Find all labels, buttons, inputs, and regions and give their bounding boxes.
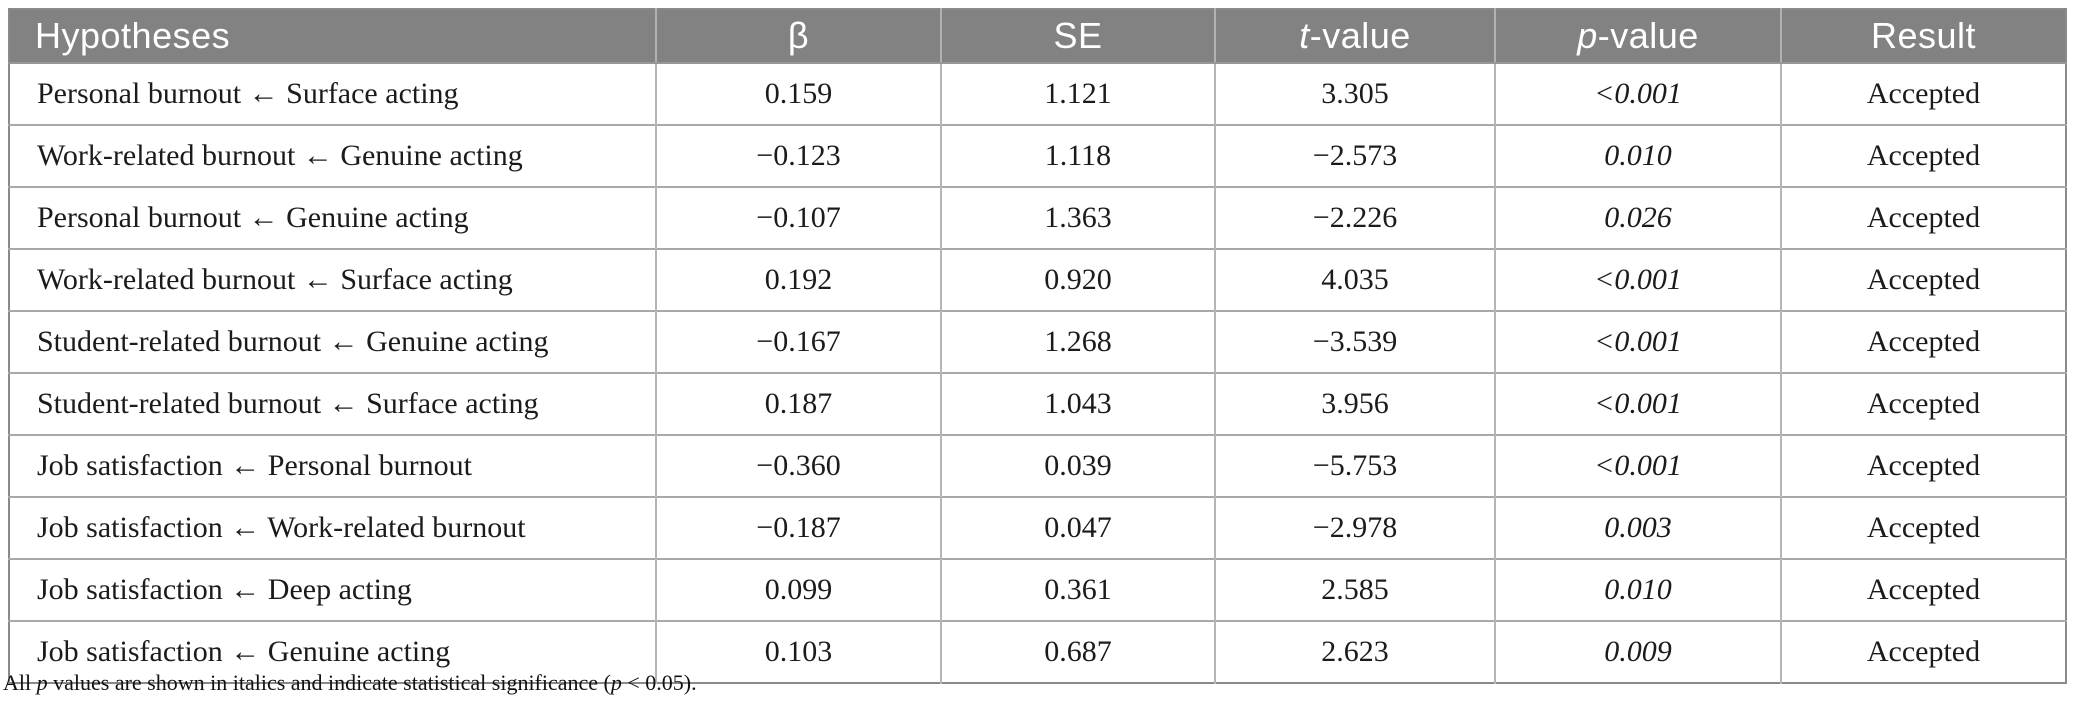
- hypothesis-cell: Work-related burnout ← Surface acting: [9, 248, 656, 311]
- p-value-cell: <0.001: [1494, 372, 1781, 435]
- column-header-t-value: t-value: [1214, 9, 1495, 64]
- beta-cell: 0.192: [655, 248, 941, 311]
- t-value-cell: −2.978: [1214, 496, 1495, 559]
- p-value-cell: 0.026: [1494, 186, 1781, 249]
- beta-cell: −0.360: [655, 434, 941, 497]
- result-cell: Accepted: [1780, 186, 2066, 249]
- result-cell: Accepted: [1780, 620, 2066, 683]
- table-footnote: All p values are shown in italics and in…: [3, 670, 697, 696]
- result-cell: Accepted: [1780, 496, 2066, 559]
- p-value-rest: -value: [1597, 15, 1699, 56]
- beta-cell: 0.103: [655, 620, 941, 683]
- table-row: Student-related burnout ← Surface acting…: [9, 372, 2066, 435]
- table-row: Personal burnout ← Genuine acting −0.107 1…: [9, 186, 2066, 249]
- se-cell: 1.268: [940, 310, 1215, 373]
- hypothesis-cell: Job satisfaction ← Deep acting: [9, 558, 656, 621]
- footnote-p-italic: p: [36, 670, 48, 695]
- hypothesis-cell: Student-related burnout ← Genuine acting: [9, 310, 656, 373]
- result-cell: Accepted: [1780, 62, 2066, 125]
- column-header-se: SE: [940, 9, 1215, 64]
- se-cell: 1.121: [940, 62, 1215, 125]
- column-header-beta: β: [655, 9, 941, 64]
- table-header: Hypotheses β SE t-value p-value Result: [9, 9, 2066, 64]
- hypothesis-cell: Student-related burnout ← Surface acting: [9, 372, 656, 435]
- t-value-cell: −3.539: [1214, 310, 1495, 373]
- se-cell: 0.920: [940, 248, 1215, 311]
- p-value-cell: 0.010: [1494, 124, 1781, 187]
- p-value-cell: 0.003: [1494, 496, 1781, 559]
- table-row: Work-related burnout ← Surface acting 0.1…: [9, 248, 2066, 311]
- table-body: Personal burnout ← Surface acting 0.159 1.…: [9, 62, 2066, 683]
- hypothesis-cell: Job satisfaction ← Work-related burnout: [9, 496, 656, 559]
- result-cell: Accepted: [1780, 434, 2066, 497]
- se-cell: 0.361: [940, 558, 1215, 621]
- p-value-cell: <0.001: [1494, 310, 1781, 373]
- se-cell: 0.047: [940, 496, 1215, 559]
- table-row: Personal burnout ← Surface acting 0.159 1.…: [9, 62, 2066, 125]
- beta-cell: 0.159: [655, 62, 941, 125]
- result-cell: Accepted: [1780, 124, 2066, 187]
- t-value-cell: −2.226: [1214, 186, 1495, 249]
- column-header-result: Result: [1780, 9, 2066, 64]
- p-value-cell: 0.009: [1494, 620, 1781, 683]
- table-row: Job satisfaction ← Genuine acting 0.103 0.…: [9, 620, 2066, 683]
- p-italic: p: [1577, 15, 1598, 56]
- column-header-hypotheses: Hypotheses: [9, 9, 656, 64]
- hypotheses-results-table: Hypotheses β SE t-value p-value Result P…: [8, 8, 2067, 684]
- p-value-cell: <0.001: [1494, 434, 1781, 497]
- hypothesis-cell: Job satisfaction ← Personal burnout: [9, 434, 656, 497]
- t-value-cell: −2.573: [1214, 124, 1495, 187]
- table-row: Job satisfaction ← Deep acting 0.099 0.361…: [9, 558, 2066, 621]
- hypotheses-results-table-wrap: Hypotheses β SE t-value p-value Result P…: [8, 8, 2067, 684]
- hypothesis-cell: Personal burnout ← Surface acting: [9, 62, 656, 125]
- se-cell: 1.118: [940, 124, 1215, 187]
- result-cell: Accepted: [1780, 310, 2066, 373]
- hypothesis-cell: Work-related burnout ← Genuine acting: [9, 124, 656, 187]
- hypothesis-cell: Job satisfaction ← Genuine acting: [9, 620, 656, 683]
- footnote-text: < 0.05).: [621, 670, 697, 695]
- hypothesis-cell: Personal burnout ← Genuine acting: [9, 186, 656, 249]
- result-cell: Accepted: [1780, 248, 2066, 311]
- t-value-cell: 4.035: [1214, 248, 1495, 311]
- table-row: Job satisfaction ← Work-related burnout −…: [9, 496, 2066, 559]
- se-cell: 1.363: [940, 186, 1215, 249]
- footnote-text: values are shown in italics and indicate…: [47, 670, 611, 695]
- table-header-row: Hypotheses β SE t-value p-value Result: [9, 9, 2066, 64]
- result-cell: Accepted: [1780, 558, 2066, 621]
- p-value-cell: <0.001: [1494, 62, 1781, 125]
- beta-cell: 0.099: [655, 558, 941, 621]
- table-row: Work-related burnout ← Genuine acting −0.…: [9, 124, 2066, 187]
- table-row: Job satisfaction ← Personal burnout −0.36…: [9, 434, 2066, 497]
- t-italic: t: [1299, 15, 1310, 56]
- se-cell: 0.687: [940, 620, 1215, 683]
- se-cell: 1.043: [940, 372, 1215, 435]
- p-value-cell: 0.010: [1494, 558, 1781, 621]
- t-value-cell: 2.585: [1214, 558, 1495, 621]
- beta-cell: −0.123: [655, 124, 941, 187]
- t-value-cell: 2.623: [1214, 620, 1495, 683]
- footnote-p-italic: p: [610, 670, 622, 695]
- t-value-cell: 3.305: [1214, 62, 1495, 125]
- result-cell: Accepted: [1780, 372, 2066, 435]
- p-value-cell: <0.001: [1494, 248, 1781, 311]
- beta-cell: −0.167: [655, 310, 941, 373]
- t-value-cell: −5.753: [1214, 434, 1495, 497]
- table-row: Student-related burnout ← Genuine acting…: [9, 310, 2066, 373]
- t-value-rest: -value: [1309, 15, 1411, 56]
- se-cell: 0.039: [940, 434, 1215, 497]
- column-header-p-value: p-value: [1494, 9, 1781, 64]
- t-value-cell: 3.956: [1214, 372, 1495, 435]
- beta-cell: 0.187: [655, 372, 941, 435]
- beta-cell: −0.107: [655, 186, 941, 249]
- footnote-text: All: [3, 670, 37, 695]
- beta-cell: −0.187: [655, 496, 941, 559]
